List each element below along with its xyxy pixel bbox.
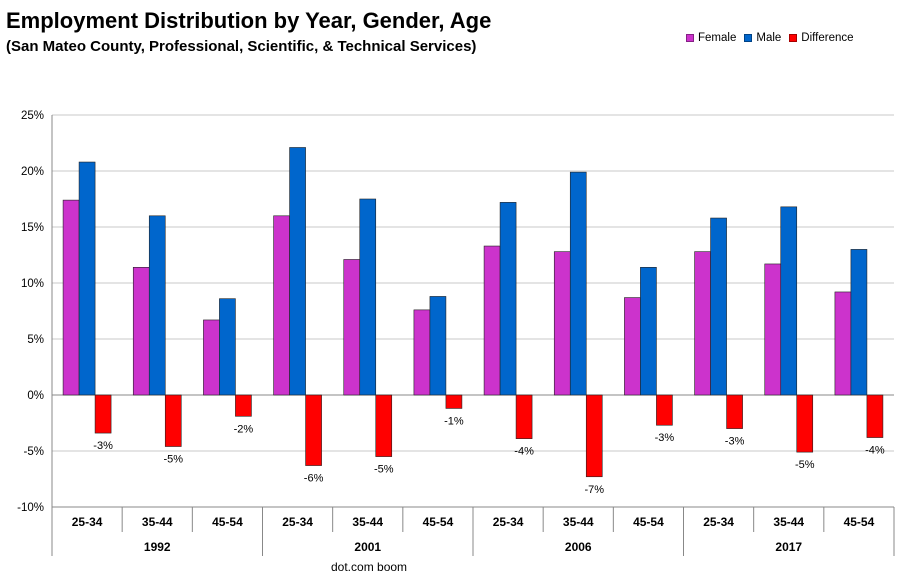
difference-data-label: -6% bbox=[304, 473, 324, 485]
x-category-label: 45-54 bbox=[212, 515, 243, 529]
y-tick-label: 15% bbox=[21, 222, 44, 234]
legend: Female Male Difference bbox=[686, 32, 854, 44]
bar-difference bbox=[796, 394, 814, 453]
bar-female bbox=[132, 267, 150, 396]
difference-data-label: -3% bbox=[725, 436, 745, 448]
difference-data-label: -4% bbox=[514, 446, 534, 458]
bar-male bbox=[499, 202, 517, 396]
legend-label-male: Male bbox=[756, 32, 782, 44]
x-category-label: 25-34 bbox=[72, 515, 103, 529]
x-category-label: 35-44 bbox=[563, 515, 594, 529]
difference-data-label: -5% bbox=[795, 459, 815, 471]
x-group-label: 2006 bbox=[565, 540, 592, 554]
bar-female bbox=[764, 263, 782, 396]
difference-data-label: -7% bbox=[584, 484, 604, 496]
bar-female bbox=[553, 251, 571, 396]
y-tick-label: 25% bbox=[21, 110, 44, 122]
bar-difference bbox=[375, 394, 393, 457]
x-group-label: 2001 bbox=[354, 540, 381, 554]
difference-data-label: -2% bbox=[234, 423, 254, 435]
x-category-label: 25-34 bbox=[282, 515, 313, 529]
x-group-label: 2017 bbox=[775, 540, 802, 554]
difference-data-label: -1% bbox=[444, 415, 464, 427]
y-tick-label: -5% bbox=[24, 446, 44, 458]
bar-female bbox=[834, 291, 852, 396]
x-category-label: 25-34 bbox=[493, 515, 524, 529]
bar-difference bbox=[305, 394, 322, 466]
legend-label-female: Female bbox=[698, 32, 737, 44]
legend-item-female: Female bbox=[686, 32, 736, 44]
bar-difference bbox=[585, 394, 603, 478]
bar-difference bbox=[164, 394, 182, 447]
bar-male bbox=[289, 147, 306, 396]
legend-item-difference: Difference bbox=[789, 32, 854, 44]
bar-male bbox=[569, 171, 587, 396]
bar-female bbox=[62, 199, 80, 396]
difference-data-label: -3% bbox=[93, 440, 113, 452]
x-category-label: 45-54 bbox=[633, 515, 664, 529]
x-category-label: 25-34 bbox=[703, 515, 734, 529]
legend-swatch-male bbox=[744, 34, 753, 42]
y-tick-label: -10% bbox=[17, 502, 44, 514]
bar-female bbox=[343, 259, 361, 396]
chart-subtitle: (San Mateo County, Professional, Scienti… bbox=[6, 38, 477, 55]
bar-male bbox=[148, 215, 166, 396]
annotation-dotcom-boom: dot.com boom bbox=[331, 560, 408, 574]
bar-difference bbox=[866, 394, 884, 438]
bar-male bbox=[710, 217, 727, 396]
bar-female bbox=[624, 297, 641, 396]
bar-male bbox=[359, 198, 377, 396]
bar-male bbox=[219, 298, 236, 396]
bar-difference bbox=[235, 394, 252, 417]
bar-difference bbox=[515, 394, 533, 439]
difference-data-label: -5% bbox=[163, 454, 183, 466]
y-tick-label: 10% bbox=[21, 278, 44, 290]
bar-male bbox=[78, 161, 96, 396]
legend-item-male: Male bbox=[744, 32, 781, 44]
x-category-label: 35-44 bbox=[352, 515, 383, 529]
bar-female bbox=[273, 215, 290, 396]
bar-female bbox=[694, 251, 711, 396]
difference-data-label: -5% bbox=[374, 464, 394, 476]
x-group-label: 1992 bbox=[144, 540, 171, 554]
legend-swatch-female bbox=[686, 34, 694, 42]
bar-difference bbox=[94, 394, 112, 434]
bar-difference bbox=[656, 394, 673, 426]
x-category-label: 45-54 bbox=[844, 515, 875, 529]
y-tick-label: 20% bbox=[21, 166, 44, 178]
bar-male bbox=[429, 296, 447, 396]
difference-data-label: -4% bbox=[865, 445, 885, 457]
bar-female bbox=[413, 309, 431, 396]
x-category-label: 45-54 bbox=[423, 515, 454, 529]
x-category-label: 35-44 bbox=[142, 515, 173, 529]
bar-difference bbox=[726, 394, 743, 429]
legend-swatch-difference bbox=[789, 34, 798, 42]
x-category-label: 35-44 bbox=[773, 515, 804, 529]
bar-difference bbox=[445, 394, 463, 409]
bar-male bbox=[640, 267, 657, 396]
bar-female bbox=[203, 319, 220, 396]
bar-male bbox=[780, 206, 798, 396]
chart-title: Employment Distribution by Year, Gender,… bbox=[6, 8, 492, 33]
difference-data-label: -3% bbox=[655, 432, 675, 444]
bar-female bbox=[483, 245, 501, 396]
y-tick-label: 0% bbox=[27, 390, 44, 402]
bar-male bbox=[850, 249, 868, 396]
legend-label-difference: Difference bbox=[801, 32, 854, 44]
y-tick-label: 5% bbox=[27, 334, 44, 346]
